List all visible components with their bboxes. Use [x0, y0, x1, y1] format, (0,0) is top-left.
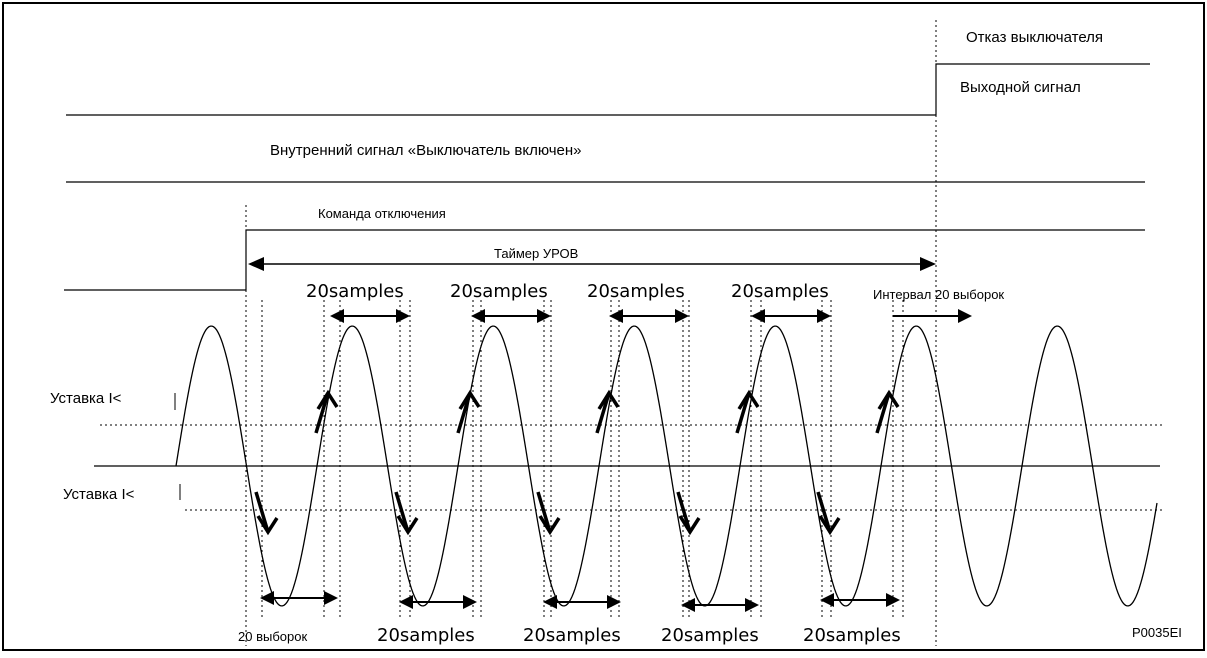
- samples-top-label-1: 20samples: [306, 281, 404, 302]
- down-crossing-arrow: [394, 491, 419, 536]
- output-signal-line: [66, 63, 1150, 116]
- top-single-arrow: [893, 309, 972, 323]
- setting-upper-label: Уставка I<: [50, 390, 122, 407]
- down-crossing-arrow: [536, 491, 561, 536]
- setting-lower-label: Уставка I<: [63, 486, 135, 503]
- samples-bottom-first-label: 20 выборок: [238, 629, 307, 644]
- up-crossing-arrow: [314, 389, 339, 434]
- sample-marker-lines: [261, 300, 904, 620]
- bottom-double-arrow-3: [543, 595, 621, 609]
- top-double-arrow-3: [609, 309, 689, 323]
- bottom-double-arrow-2: [399, 595, 477, 609]
- samples-top-label-4: 20samples: [731, 281, 829, 302]
- samples-bottom-label-3: 20samples: [661, 625, 759, 646]
- down-crossing-arrow: [676, 491, 701, 536]
- up-crossing-arrow: [875, 389, 900, 434]
- up-crossing-arrow: [735, 389, 760, 434]
- samples-top-label-3: 20samples: [587, 281, 685, 302]
- threshold-crossing-arrows: [254, 389, 900, 536]
- bottom-double-arrow-4: [681, 598, 759, 612]
- cbf-timer-arrow-left: [248, 257, 264, 271]
- down-crossing-arrow: [816, 491, 841, 536]
- breaker-fail-label: Отказ выключателя: [966, 29, 1103, 46]
- top-double-arrow-1: [330, 309, 410, 323]
- breaker-closed-label: Внутренний сигнал «Выключатель включен»: [270, 142, 582, 159]
- samples-bottom-label-2: 20samples: [523, 625, 621, 646]
- samples-bottom-label-4: 20samples: [803, 625, 901, 646]
- trip-command-label: Команда отключения: [318, 206, 446, 221]
- output-signal-label: Выходной сигнал: [960, 79, 1081, 96]
- cbf-timer-arrow-right: [920, 257, 936, 271]
- current-sine-wave: [175, 325, 1158, 607]
- cbf-timer-label: Таймер УРОВ: [494, 246, 578, 261]
- bottom-double-arrow-5: [820, 593, 900, 607]
- figure-id-label: P0035EI: [1132, 625, 1182, 640]
- bottom-double-arrow-1: [260, 591, 338, 605]
- up-crossing-arrow: [456, 389, 481, 434]
- samples-top-label-2: 20samples: [450, 281, 548, 302]
- up-crossing-arrow: [595, 389, 620, 434]
- samples-bottom-label-1: 20samples: [377, 625, 475, 646]
- top-double-arrow-4: [751, 309, 831, 323]
- down-crossing-arrow: [254, 491, 279, 536]
- interval-label: Интервал 20 выборок: [873, 287, 1004, 302]
- top-double-arrow-2: [471, 309, 551, 323]
